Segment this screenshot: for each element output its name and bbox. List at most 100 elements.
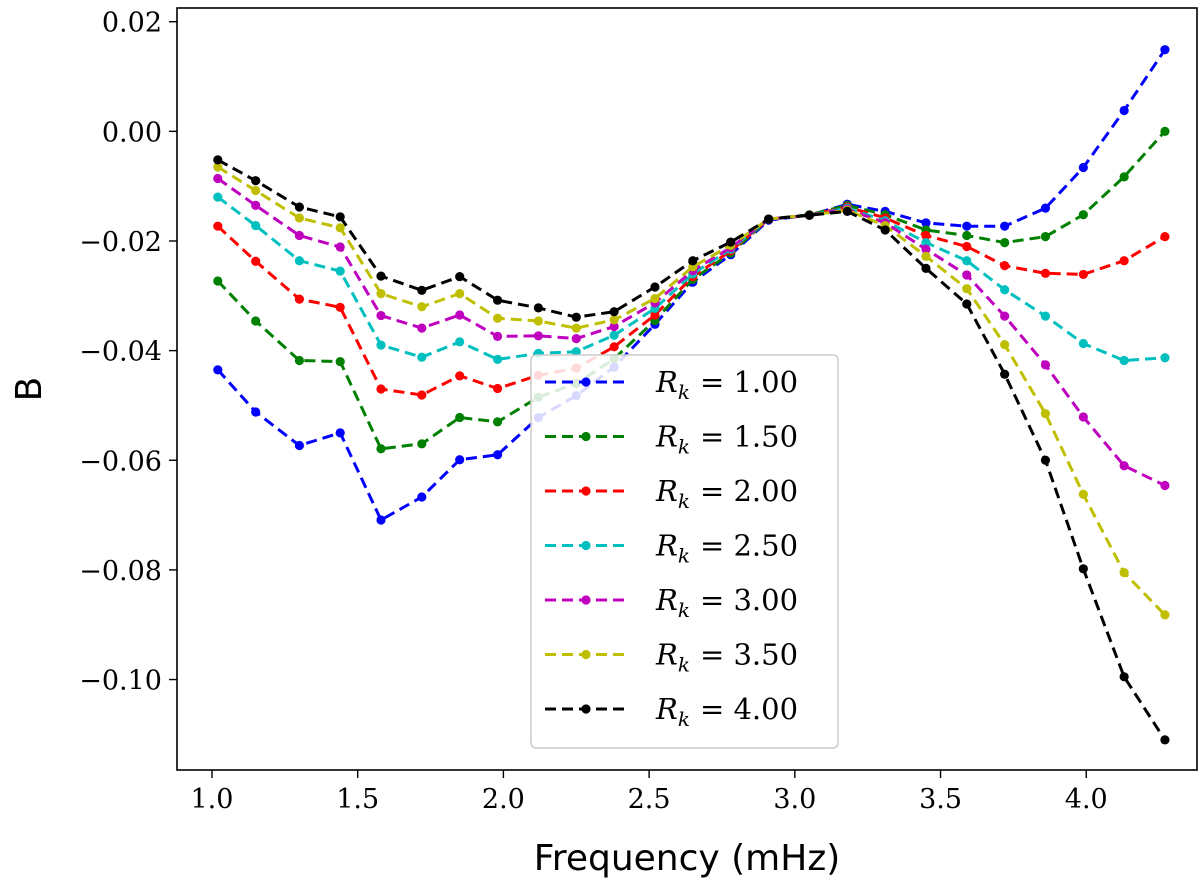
data-point (1000, 261, 1010, 271)
data-point (455, 272, 465, 282)
data-point (1040, 311, 1051, 321)
data-point (492, 331, 503, 341)
data-point (455, 455, 465, 465)
data-point (1160, 353, 1170, 363)
data-point (921, 251, 931, 261)
data-point (609, 330, 619, 340)
data-point (213, 221, 223, 231)
data-point (251, 316, 261, 326)
data-point (251, 221, 261, 231)
data-point (571, 312, 581, 322)
data-point (417, 492, 427, 502)
legend-item: Rk = 2.50 (545, 529, 798, 568)
legend-label: Rk = 2.00 (655, 474, 798, 513)
data-point (1160, 45, 1170, 55)
data-point (571, 323, 581, 333)
data-point (1078, 210, 1088, 220)
data-point (571, 333, 581, 344)
data-point (417, 323, 427, 333)
data-point (1000, 311, 1010, 321)
data-point (1040, 203, 1051, 213)
data-point (1160, 232, 1170, 242)
data-point (962, 230, 972, 241)
legend-swatch-marker (581, 704, 591, 714)
data-point (455, 412, 465, 423)
data-point (921, 218, 931, 228)
data-point (571, 347, 581, 357)
data-point (962, 270, 972, 280)
y-tick-label: 0.02 (102, 8, 162, 39)
x-tick-label: 2.5 (628, 784, 671, 815)
data-point (962, 221, 972, 231)
data-point (1078, 412, 1088, 422)
data-point (492, 295, 503, 305)
data-point (335, 212, 345, 222)
y-axis-ticks: 0.02 0.00 −0.02 −0.04 −0.06 −0.08 −0.10 (79, 8, 177, 697)
data-point (294, 213, 304, 223)
data-point (1000, 238, 1010, 248)
data-point (1119, 105, 1129, 116)
x-tick-label: 1.0 (190, 784, 233, 815)
data-point (1078, 269, 1088, 280)
data-point (688, 256, 698, 266)
y-tick-label: −0.02 (79, 227, 162, 258)
data-point (1040, 360, 1051, 370)
data-point (492, 383, 503, 394)
data-point (376, 515, 386, 525)
legend-swatch-marker (581, 377, 591, 387)
data-point (417, 352, 427, 362)
data-point (213, 365, 223, 375)
data-point (1119, 172, 1129, 182)
data-point (1040, 232, 1051, 242)
data-point (335, 223, 345, 233)
legend-label: Rk = 2.50 (655, 529, 798, 568)
data-point (609, 315, 619, 325)
data-point (842, 206, 852, 216)
data-point (294, 355, 304, 366)
data-point (921, 244, 931, 254)
data-point (213, 155, 223, 165)
data-point (417, 390, 427, 400)
data-point (962, 299, 972, 309)
data-point (335, 266, 345, 276)
data-point (251, 200, 261, 210)
data-point (609, 321, 619, 332)
x-tick-label: 3.0 (773, 784, 816, 815)
data-point (455, 337, 465, 347)
data-point (335, 302, 345, 312)
data-point (880, 225, 890, 235)
data-point (417, 302, 427, 312)
data-point (376, 444, 386, 454)
data-point (376, 384, 386, 394)
data-point (213, 192, 223, 202)
y-tick-label: −0.06 (79, 446, 162, 477)
data-point (492, 450, 503, 460)
legend-label: Rk = 1.50 (655, 420, 798, 459)
data-point (455, 371, 465, 381)
x-tick-label: 4.0 (1065, 784, 1108, 815)
data-point (213, 276, 223, 286)
data-point (1119, 568, 1129, 578)
data-point (1119, 256, 1129, 266)
data-point (251, 176, 261, 186)
data-point (1000, 339, 1010, 350)
data-point (533, 331, 543, 341)
data-point (650, 310, 660, 320)
data-point (1160, 610, 1170, 620)
series-7 (213, 155, 1170, 745)
legend-item: Rk = 1.00 (545, 365, 798, 404)
data-point (294, 202, 304, 212)
data-point (1160, 480, 1170, 491)
data-point (1000, 369, 1010, 379)
data-point (1119, 672, 1129, 682)
data-point (335, 242, 345, 252)
legend-item: Rk = 3.00 (545, 583, 798, 622)
plot-frame (176, 7, 1198, 771)
data-point (1040, 455, 1051, 465)
data-point (294, 294, 304, 304)
y-tick-label: −0.04 (79, 337, 162, 368)
data-point (1078, 489, 1088, 499)
data-point (251, 185, 261, 196)
data-point (455, 310, 465, 320)
